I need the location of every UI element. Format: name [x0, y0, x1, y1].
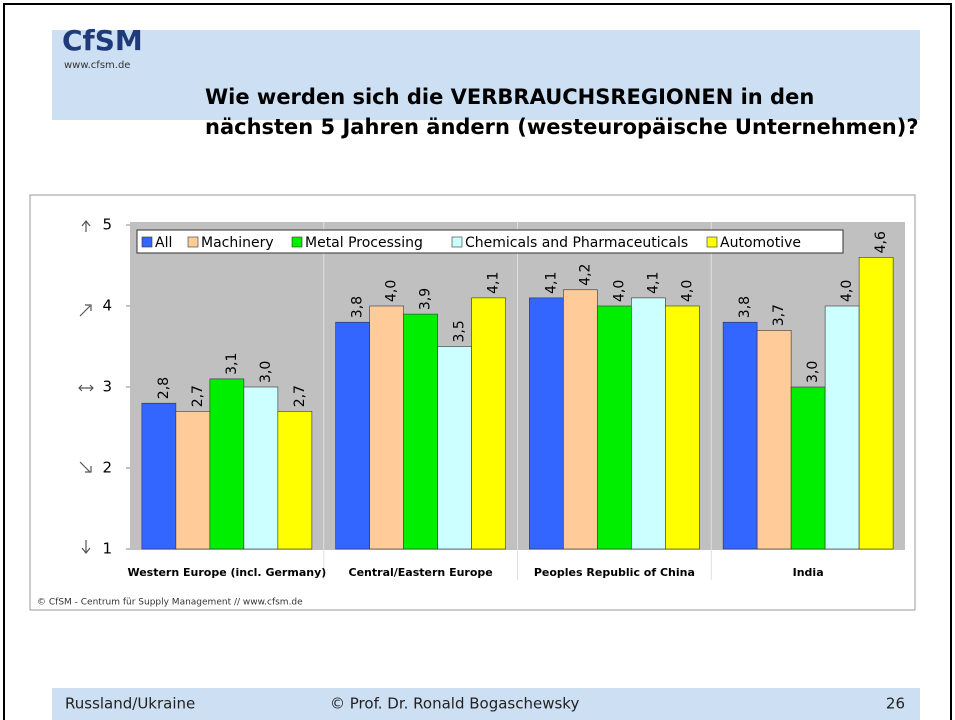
value-label: 3,8 [350, 296, 366, 318]
bar [141, 402, 177, 550]
header-band [52, 30, 920, 120]
legend-swatch [187, 236, 199, 248]
logo-url: www.cfsm.de [64, 60, 130, 71]
legend-label: All [155, 235, 172, 251]
value-label: 2,7 [190, 385, 206, 407]
bar [665, 305, 700, 550]
bar [597, 305, 632, 550]
value-label: 3,1 [224, 353, 240, 375]
value-label: 3,0 [258, 361, 274, 383]
bar [403, 313, 438, 550]
legend-swatch [291, 236, 303, 248]
legend-swatch [451, 236, 463, 248]
legend-label: Chemicals and Pharmaceuticals [465, 235, 688, 251]
y-tick-label: 1 [102, 540, 112, 558]
bar [175, 410, 211, 550]
logo: CfSM [62, 24, 143, 57]
arrow-up [81, 220, 91, 232]
title-line: nächsten 5 Jahren ändern (westeuropäisch… [205, 115, 919, 139]
value-label: 3,8 [737, 296, 753, 318]
value-label: 4,1 [543, 272, 559, 294]
bar [563, 289, 598, 550]
bar [529, 297, 564, 550]
value-label: 3,9 [418, 288, 434, 310]
footer-band [52, 688, 920, 720]
bar [437, 346, 472, 550]
arrow-both [78, 384, 94, 392]
bar [790, 386, 826, 550]
arrow-up-right [79, 304, 92, 317]
source: © CfSM - Centrum für Supply Management /… [37, 598, 303, 608]
value-label: 4,0 [384, 280, 400, 302]
x-tick-label: Peoples Republic of China [534, 566, 695, 579]
x-tick-label: India [793, 566, 824, 579]
y-tick-label: 2 [102, 459, 112, 477]
value-label: 4,0 [839, 280, 855, 302]
value-label: 4,1 [486, 272, 502, 294]
value-label: 4,6 [873, 231, 889, 253]
title-line: Wie werden sich die VERBRAUCHSREGIONEN i… [205, 85, 814, 109]
slide-border [3, 3, 952, 720]
value-label: 4,0 [679, 280, 695, 302]
y-tick-label: 5 [102, 216, 112, 234]
arrow-down [81, 540, 91, 554]
value-label: 4,0 [611, 280, 627, 302]
value-label: 3,7 [771, 304, 787, 326]
legend-swatch [706, 236, 718, 248]
y-tick-label: 4 [102, 297, 112, 315]
legend-label: Automotive [720, 235, 801, 251]
value-label: 4,1 [645, 272, 661, 294]
value-label: 4,2 [577, 264, 593, 286]
bar [335, 321, 370, 550]
value-label: 2,8 [156, 377, 172, 399]
footer-left: Russland/Ukraine [65, 695, 195, 713]
value-label: 3,5 [452, 320, 468, 342]
bar [209, 378, 245, 550]
value-label: 3,0 [805, 361, 821, 383]
bar [824, 305, 860, 550]
bar [243, 386, 279, 550]
x-tick-label: Central/Eastern Europe [349, 566, 493, 579]
bar [756, 329, 792, 550]
bar [277, 410, 313, 550]
page-number: 26 [886, 695, 905, 713]
footer-center: © Prof. Dr. Ronald Bogaschewsky [330, 695, 579, 713]
y-tick-label: 3 [102, 378, 112, 396]
legend-label: Metal Processing [305, 235, 423, 251]
bar [471, 297, 506, 550]
legend-swatch [141, 236, 153, 248]
arrow-down-right [79, 461, 92, 473]
legend-box [136, 229, 844, 254]
value-label: 2,7 [292, 385, 308, 407]
axis-icons [78, 220, 94, 554]
bar [858, 257, 894, 550]
x-tick-label: Western Europe (incl. Germany) [127, 566, 326, 579]
bar [722, 321, 758, 550]
bar [631, 297, 666, 550]
legend-label: Machinery [201, 235, 274, 251]
bar [369, 305, 404, 550]
